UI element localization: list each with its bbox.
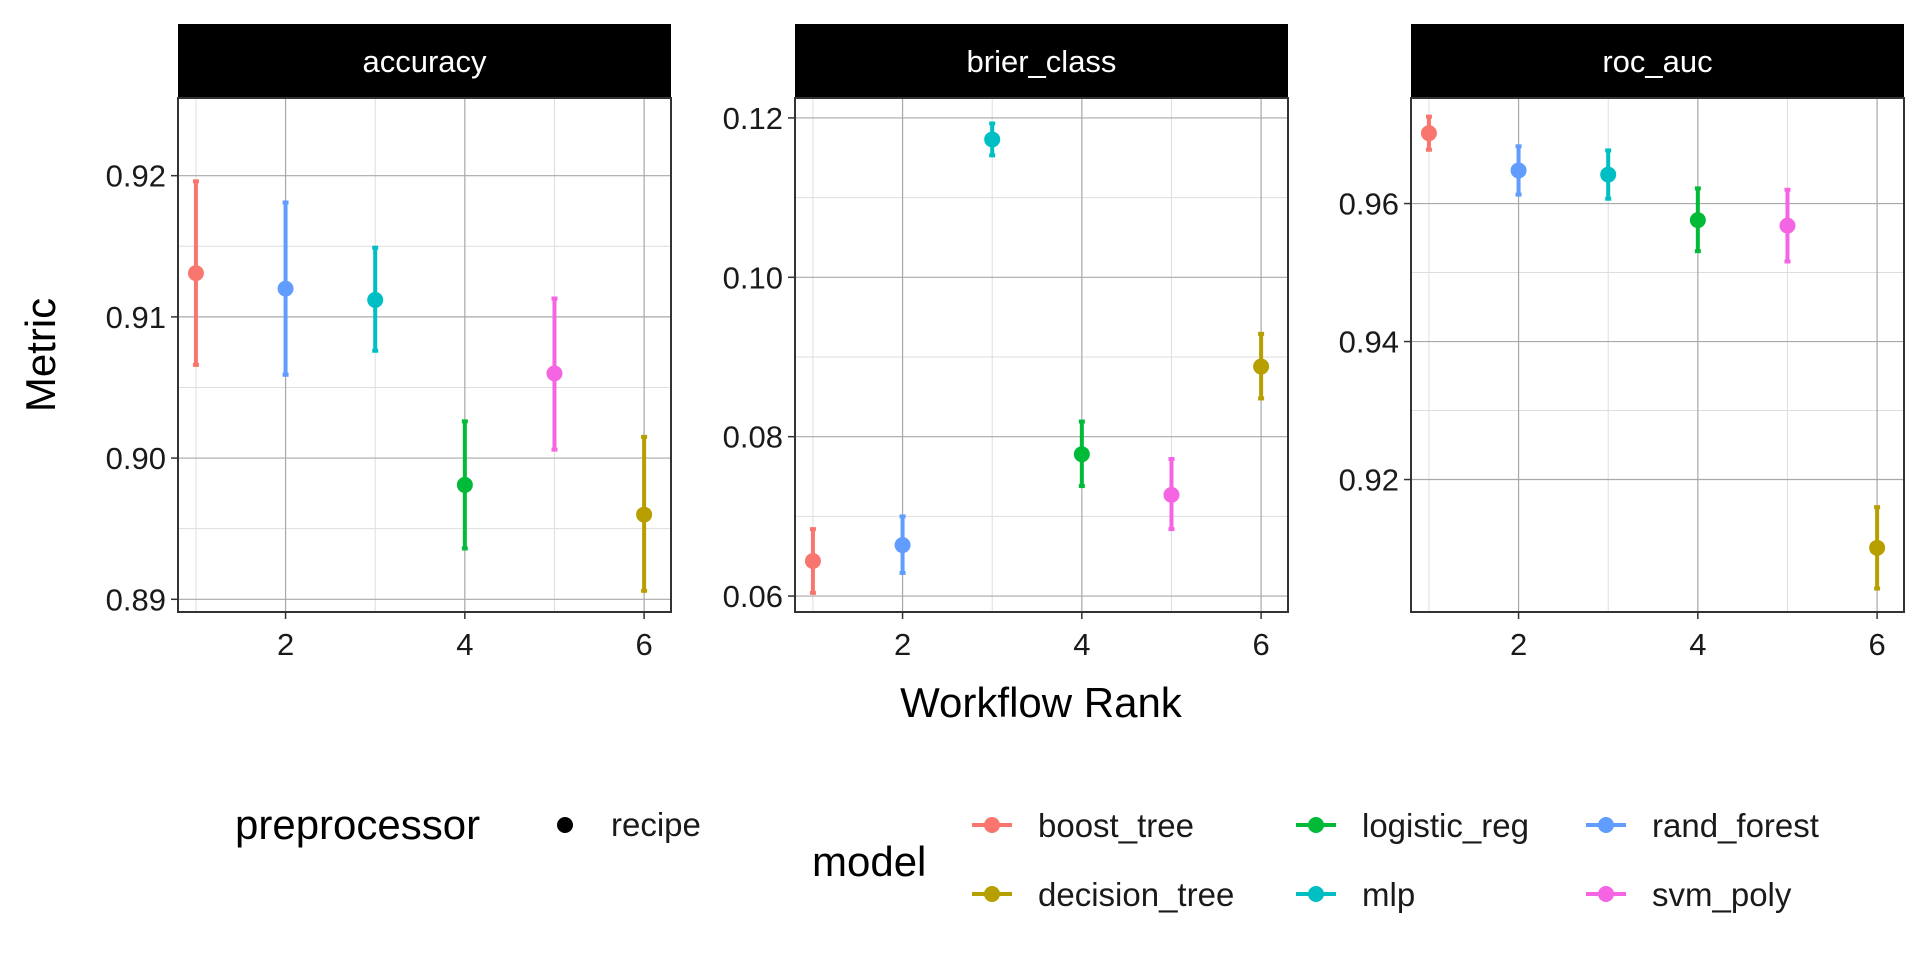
legend-key-point: [1308, 886, 1324, 902]
panel-background: [178, 98, 671, 612]
point-marker: [456, 476, 473, 493]
data-point-rand_forest: [277, 200, 294, 377]
legend-label: rand_forest: [1652, 807, 1819, 844]
legend-label: svm_poly: [1652, 876, 1792, 913]
legend-label: boost_tree: [1038, 807, 1194, 844]
point-marker: [1869, 539, 1886, 556]
data-point-logistic_reg: [1073, 419, 1090, 489]
y-tick-label: 0.12: [723, 101, 783, 136]
y-tick-label: 0.92: [1339, 463, 1399, 498]
data-point-boost_tree: [187, 179, 204, 367]
data-point-rand_forest: [894, 514, 911, 575]
point-marker: [277, 280, 294, 297]
point-marker: [1510, 162, 1527, 179]
y-axis-title: Metric: [17, 298, 64, 412]
y-tick-label: 0.90: [106, 441, 166, 476]
y-tick-label: 0.06: [723, 579, 783, 614]
y-tick-label: 0.10: [723, 260, 783, 295]
legend-key-point: [984, 817, 1000, 833]
point-marker: [804, 552, 821, 569]
facet-strip: [795, 24, 1288, 98]
data-point-svm_poly: [1779, 187, 1796, 264]
facet-strip-label: roc_auc: [1602, 44, 1712, 79]
x-tick-label: 2: [1510, 627, 1527, 662]
y-tick-label: 0.96: [1339, 187, 1399, 222]
panel-border: [1410, 97, 1905, 613]
point-marker: [367, 291, 384, 308]
legend-item-svm_poly: svm_poly: [1586, 876, 1792, 913]
y-tick-label: 0.89: [106, 582, 166, 617]
panel-background: [1411, 98, 1904, 612]
point-marker: [636, 506, 653, 523]
data-point-mlp: [1600, 148, 1617, 201]
facet-panel-roc_auc: roc_auc 0.92 0.94 0.96 2 4 6: [1339, 24, 1905, 662]
point-marker: [1689, 212, 1706, 229]
facet-strip: [178, 24, 671, 98]
y-tick-label: 0.08: [723, 420, 783, 455]
point-marker: [1163, 486, 1180, 503]
point-marker: [894, 537, 911, 554]
legend-label: mlp: [1362, 876, 1415, 913]
y-tick-label: 0.94: [1339, 325, 1399, 360]
y-tick-label: 0.91: [106, 300, 166, 335]
point-marker: [1420, 125, 1437, 142]
point-marker: [984, 131, 1001, 148]
data-point-svm_poly: [1163, 456, 1180, 532]
legend-label: logistic_reg: [1362, 807, 1529, 844]
legend-preprocessor-title: preprocessor: [235, 801, 480, 848]
x-tick-label: 2: [277, 627, 294, 662]
point-marker: [1779, 217, 1796, 234]
legend-label: decision_tree: [1038, 876, 1234, 913]
point-marker: [1253, 358, 1270, 375]
point-marker: [546, 365, 563, 382]
facet-panels: accuracy 0.89 0.90 0.91 0.92 2 4 6 brier_class 0.…: [106, 24, 1905, 662]
facet-panel-brier_class: brier_class 0.06 0.08 0.10 0.12 2 4 6: [723, 24, 1289, 662]
legend-key-point: [1598, 886, 1614, 902]
legend-item-logistic_reg: logistic_reg: [1296, 807, 1529, 844]
point-marker: [1600, 166, 1617, 183]
point-marker: [1073, 446, 1090, 463]
legend-item-decision_tree: decision_tree: [972, 876, 1234, 913]
facet-panel-accuracy: accuracy 0.89 0.90 0.91 0.92 2 4 6: [106, 24, 672, 662]
legend-key-point: [984, 886, 1000, 902]
x-tick-label: 2: [894, 627, 911, 662]
panel-background: [795, 98, 1288, 612]
legend-key-point: [1308, 817, 1324, 833]
x-tick-label: 4: [1689, 627, 1706, 662]
data-point-mlp: [367, 245, 384, 353]
panel-border: [177, 97, 672, 613]
data-point-decision_tree: [636, 434, 653, 593]
x-axis-title: Workflow Rank: [900, 679, 1183, 726]
data-point-mlp: [984, 121, 1001, 158]
data-point-svm_poly: [546, 296, 563, 452]
data-point-rand_forest: [1510, 144, 1527, 197]
facet-strip: [1411, 24, 1904, 98]
facet-strip-label: accuracy: [362, 44, 487, 79]
legend: preprocessor model recipe boost_treedecis…: [235, 801, 1819, 913]
x-tick-label: 4: [456, 627, 473, 662]
legend-item-rand_forest: rand_forest: [1586, 807, 1819, 844]
x-tick-label: 4: [1073, 627, 1090, 662]
x-tick-label: 6: [1868, 627, 1885, 662]
point-marker: [187, 265, 204, 282]
data-point-logistic_reg: [1689, 186, 1706, 254]
legend-key-recipe: [557, 817, 573, 833]
legend-key-point: [1598, 817, 1614, 833]
x-tick-label: 6: [1252, 627, 1269, 662]
data-point-logistic_reg: [456, 419, 473, 551]
data-point-boost_tree: [1420, 114, 1437, 152]
x-tick-label: 6: [635, 627, 652, 662]
legend-model-title: model: [812, 838, 926, 885]
data-point-boost_tree: [804, 527, 821, 595]
legend-label-recipe: recipe: [611, 806, 701, 843]
legend-item-boost_tree: boost_tree: [972, 807, 1194, 844]
panel-border: [794, 97, 1289, 613]
data-point-decision_tree: [1869, 505, 1886, 591]
facet-strip-label: brier_class: [967, 44, 1117, 79]
legend-item-mlp: mlp: [1296, 876, 1415, 913]
data-point-decision_tree: [1253, 331, 1270, 401]
y-tick-label: 0.92: [106, 159, 166, 194]
